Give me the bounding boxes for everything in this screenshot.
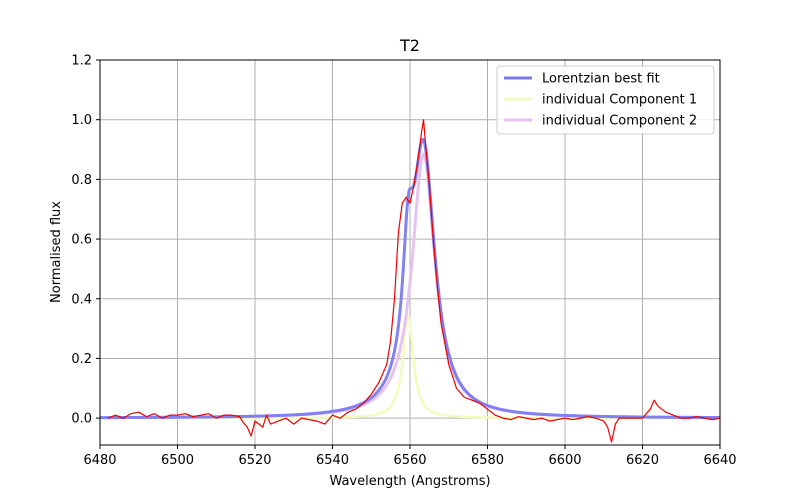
x-tick-label: 6500 [161,453,194,468]
observed-spectrum-line [107,119,720,443]
y-tick-label: 1.0 [71,113,92,128]
legend-label: individual Component 2 [542,114,697,129]
x-tick-label: 6520 [238,453,271,468]
lorentzian-fit-line [100,137,720,420]
y-tick-label: 0.2 [71,352,92,367]
plot-series [100,119,720,443]
y-tick-label: 0.4 [71,292,92,307]
x-axis-label: Wavelength (Angstroms) [329,474,490,489]
legend-label: individual Component 1 [542,93,697,108]
y-tick-label: 0.0 [71,412,92,427]
y-axis-label: Normalised flux [49,201,64,303]
y-tick-label: 0.6 [71,233,92,248]
chart-title: T2 [399,36,420,55]
x-tick-label: 6620 [626,453,659,468]
axis-ticks: 6480 6500 6520 6540 6560 6580 6600 6620 6640 0.0 0… [71,54,736,469]
x-tick-label: 6540 [316,453,349,468]
x-tick-label: 6580 [471,453,504,468]
x-tick-label: 6480 [83,453,116,468]
y-tick-label: 0.8 [71,173,92,188]
legend-label: Lorentzian best fit [542,72,660,87]
x-tick-label: 6560 [393,453,426,468]
x-tick-label: 6600 [548,453,581,468]
legend: Lorentzian best fit individual Component … [496,65,715,135]
x-tick-label: 6640 [703,453,736,468]
y-tick-label: 1.2 [71,54,92,69]
legend-box [496,65,715,135]
